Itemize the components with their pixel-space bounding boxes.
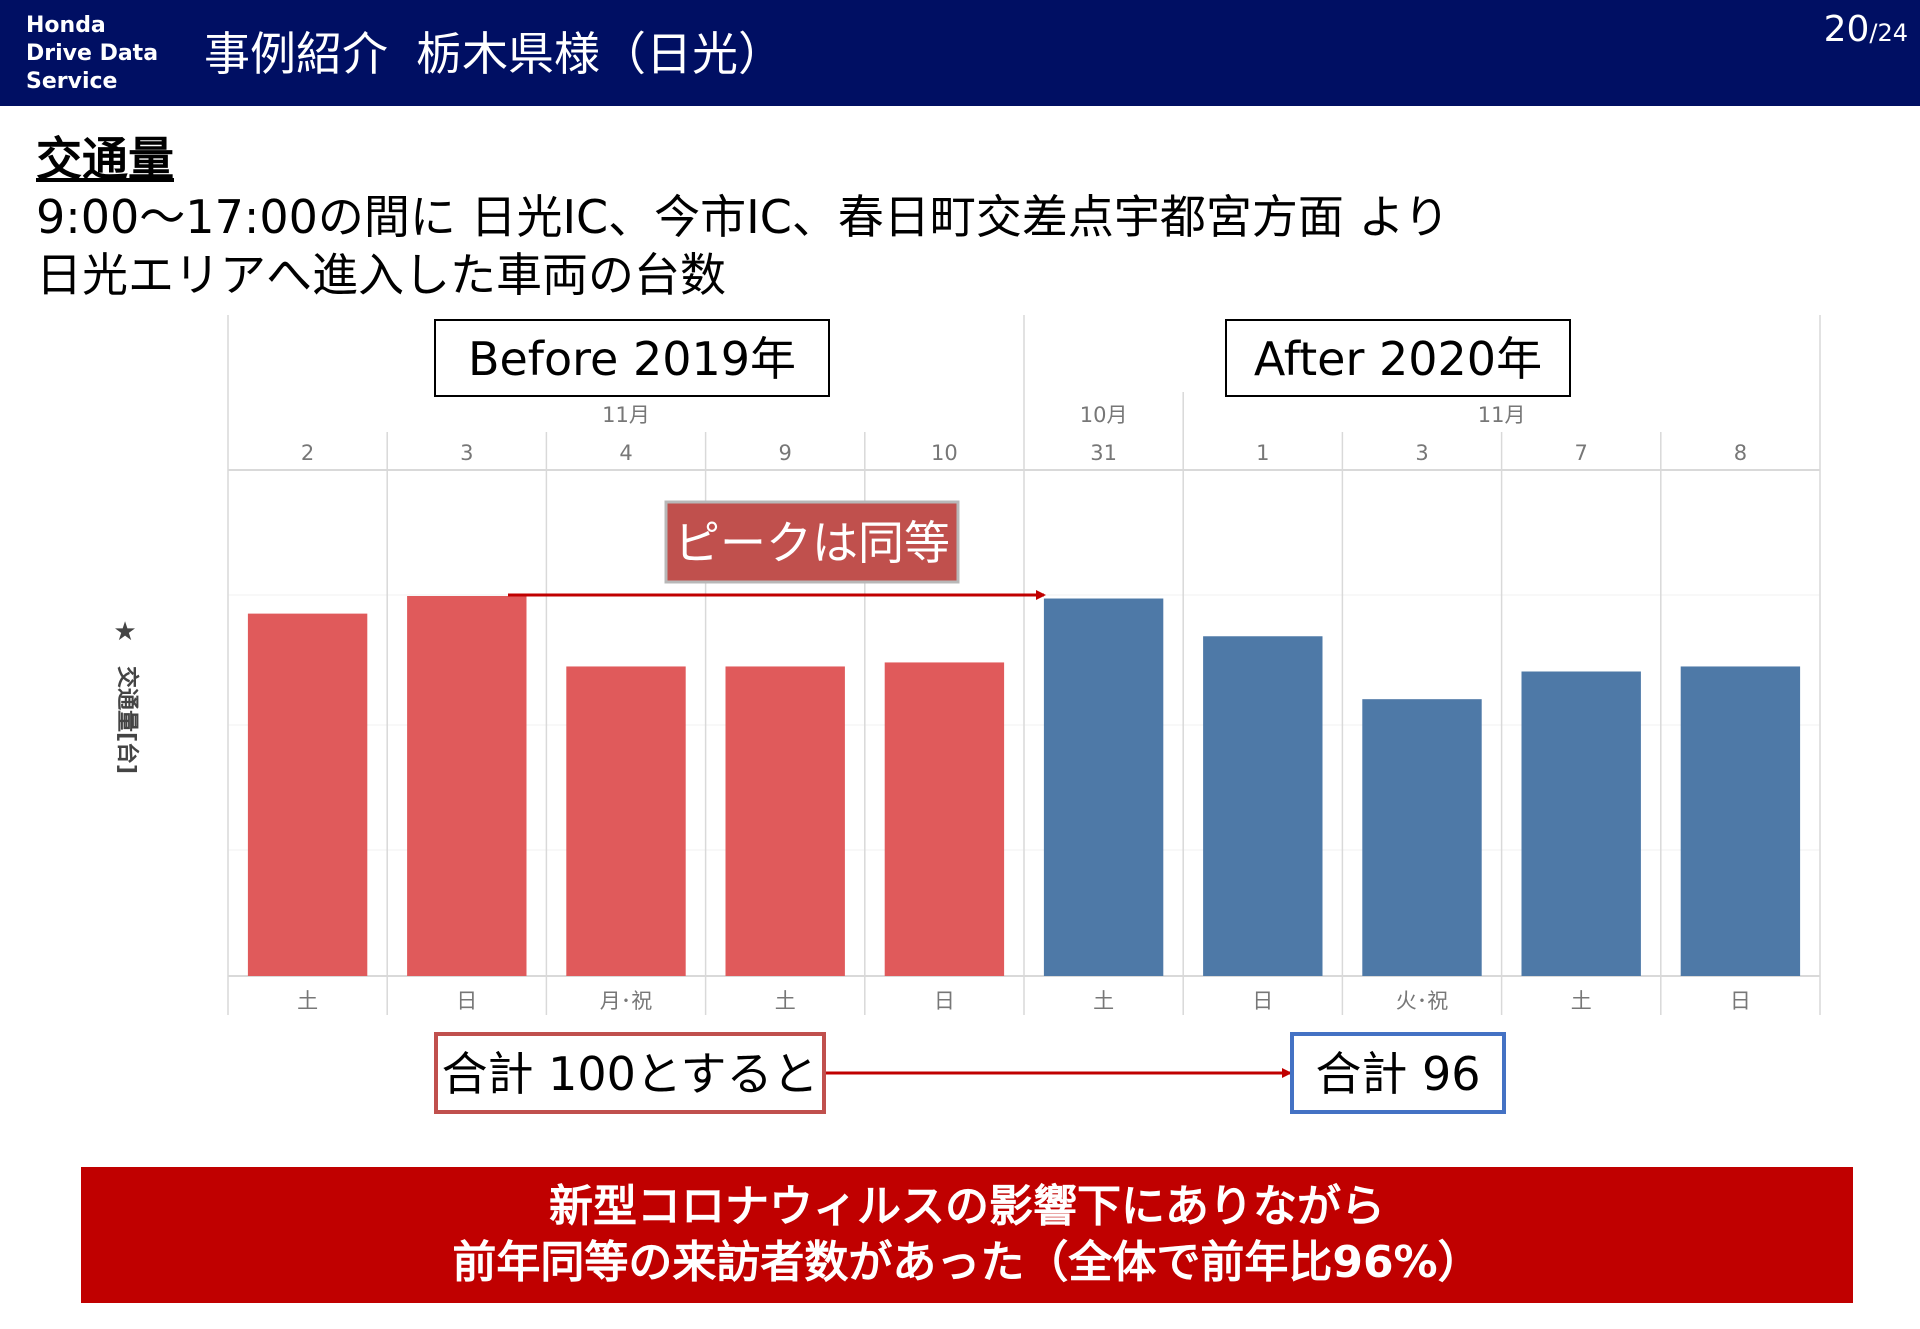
weekday-tick-label: 日 xyxy=(456,989,477,1013)
weekday-tick-label: 日 xyxy=(934,989,955,1013)
date-tick-label: 2 xyxy=(301,441,314,465)
bar xyxy=(1362,699,1482,976)
date-tick-label: 31 xyxy=(1090,441,1117,465)
logo-line-1: Honda xyxy=(26,13,106,38)
date-tick-label: 9 xyxy=(779,441,792,465)
chart-labels: 11月 10月 11月 2 土 3 日 4 月･祝 9 土 10 日 31 土 1 日 3 火･祝 7 土 8 日 xyxy=(297,403,1751,1013)
page-title-part2: 栃木県様（日光） xyxy=(416,27,784,81)
chart-bars xyxy=(247,596,1801,976)
weekday-tick-label: 土 xyxy=(775,989,796,1013)
logo-line-3: Service xyxy=(26,69,118,94)
page-title: 事例紹介 栃木県様（日光） xyxy=(204,26,784,82)
weekday-tick-label: 土 xyxy=(1571,989,1592,1013)
after-period-label: After 2020年 xyxy=(1254,332,1542,386)
honda-logo: Honda Drive Data Service xyxy=(26,12,158,96)
before-period-label: Before 2019年 xyxy=(468,332,796,386)
header-bar: Honda Drive Data Service 事例紹介 栃木県様（日光） 20… xyxy=(0,0,1920,106)
total-before-label: 合計 100とすると xyxy=(441,1047,818,1101)
section-title: 交通量 xyxy=(36,132,174,186)
logo-line-2: Drive Data xyxy=(26,41,159,66)
conclusion-line-2: 前年同等の来訪者数があった（全体で前年比96%） xyxy=(452,1237,1482,1288)
page-number: 20/24 xyxy=(1824,8,1908,55)
peak-label: ピークは同等 xyxy=(674,516,950,570)
page-current: 20 xyxy=(1823,9,1870,50)
date-tick-label: 7 xyxy=(1575,441,1588,465)
total-after-box xyxy=(1290,1032,1506,1114)
traffic-bar-chart: 11月 10月 11月 2 土 3 日 4 月･祝 9 土 10 日 31 土 1 日 3 火･祝 7 土 8 日 Befo… xyxy=(113,315,1821,1114)
month-header-label: 11月 xyxy=(602,403,650,427)
date-tick-label: 1 xyxy=(1256,441,1269,465)
bar xyxy=(566,666,686,976)
page-total: /24 xyxy=(1869,19,1908,47)
bar xyxy=(247,613,368,976)
section-description: 9:00～17:00の間に 日光IC、今市IC、春日町交差点宇都宮方面 より 日… xyxy=(36,188,1450,304)
bar xyxy=(407,596,527,976)
page-title-part1: 事例紹介 xyxy=(204,27,388,81)
month-header-label: 10月 xyxy=(1080,403,1128,427)
date-tick-label: 10 xyxy=(931,441,958,465)
y-axis-label: 交通量[台] xyxy=(114,666,140,774)
peak-label-box xyxy=(664,500,960,584)
total-before-box xyxy=(434,1032,826,1114)
weekday-tick-label: 土 xyxy=(297,989,318,1013)
weekday-tick-label: 日 xyxy=(1252,989,1273,1013)
conclusion-line-1: 新型コロナウィルスの影響下にありながら xyxy=(549,1181,1385,1232)
total-after-label: 合計 96 xyxy=(1315,1047,1480,1101)
month-header-label: 11月 xyxy=(1478,403,1526,427)
weekday-tick-label: 土 xyxy=(1093,989,1114,1013)
before-period-box xyxy=(434,319,830,397)
conclusion-banner: 新型コロナウィルスの影響下にありながら 前年同等の来訪者数があった（全体で前年比… xyxy=(81,1167,1853,1303)
after-period-box xyxy=(1225,319,1571,397)
weekday-tick-label: 火･祝 xyxy=(1396,989,1449,1013)
bar xyxy=(1521,671,1641,976)
weekday-tick-label: 日 xyxy=(1730,989,1751,1013)
description-line-2: 日光エリアへ進入した車両の台数 xyxy=(36,248,726,302)
bar xyxy=(725,666,845,976)
bar xyxy=(1043,598,1164,976)
bar xyxy=(1680,666,1801,976)
bar xyxy=(1203,636,1323,976)
date-tick-label: 8 xyxy=(1734,441,1747,465)
weekday-tick-label: 月･祝 xyxy=(600,989,653,1013)
pin-icon: ★ xyxy=(113,617,136,647)
date-tick-label: 4 xyxy=(619,441,632,465)
date-tick-label: 3 xyxy=(460,441,473,465)
bar xyxy=(884,662,1005,976)
description-line-1: 9:00～17:00の間に 日光IC、今市IC、春日町交差点宇都宮方面 より xyxy=(36,190,1450,244)
date-tick-label: 3 xyxy=(1415,441,1428,465)
